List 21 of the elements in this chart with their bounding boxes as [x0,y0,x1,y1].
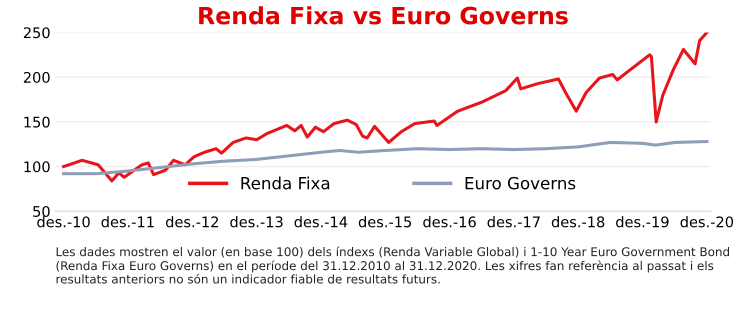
legend-label: Euro Governs [466,176,576,190]
y-tick-label: 250 [24,27,50,38]
x-tick-label: des.-12 [166,216,218,228]
x-tick-label: des.-10 [37,216,90,228]
y-tick-label: 50 [33,206,50,217]
x-tick-label: des.-13 [230,216,283,228]
x-tick-label: des.-11 [102,216,154,228]
x-tick-label: des.-15 [358,216,412,228]
line-series [62,140,708,176]
legend-label: Renda Fixa [241,176,330,190]
x-tick-label: des.-19 [616,216,669,228]
chart-title: Renda Fixa vs Euro Governs [199,6,568,24]
x-tick-label: des.-18 [552,216,604,228]
y-tick-label: 100 [24,161,50,172]
y-tick-label: 200 [24,72,50,83]
text: Les dades mostren el valor (en base 100) dels índexs (Renda Variable Global) i 1-10 Year Euro Government Bond (Renda Fixa Euro Governs) en el període del 31.12.2010 al 31.12.2020. Les xifres fan referència al passat i els resultats anteriors no són un indicador fiable de resultats futurs. [56,246,730,284]
x-tick-label: des.-16 [423,216,476,228]
x-tick-label: des.-20 [680,216,734,228]
x-tick-label: des.-17 [488,216,540,228]
x-tick-label: des.-14 [294,216,348,228]
y-tick-label: 150 [24,116,50,128]
